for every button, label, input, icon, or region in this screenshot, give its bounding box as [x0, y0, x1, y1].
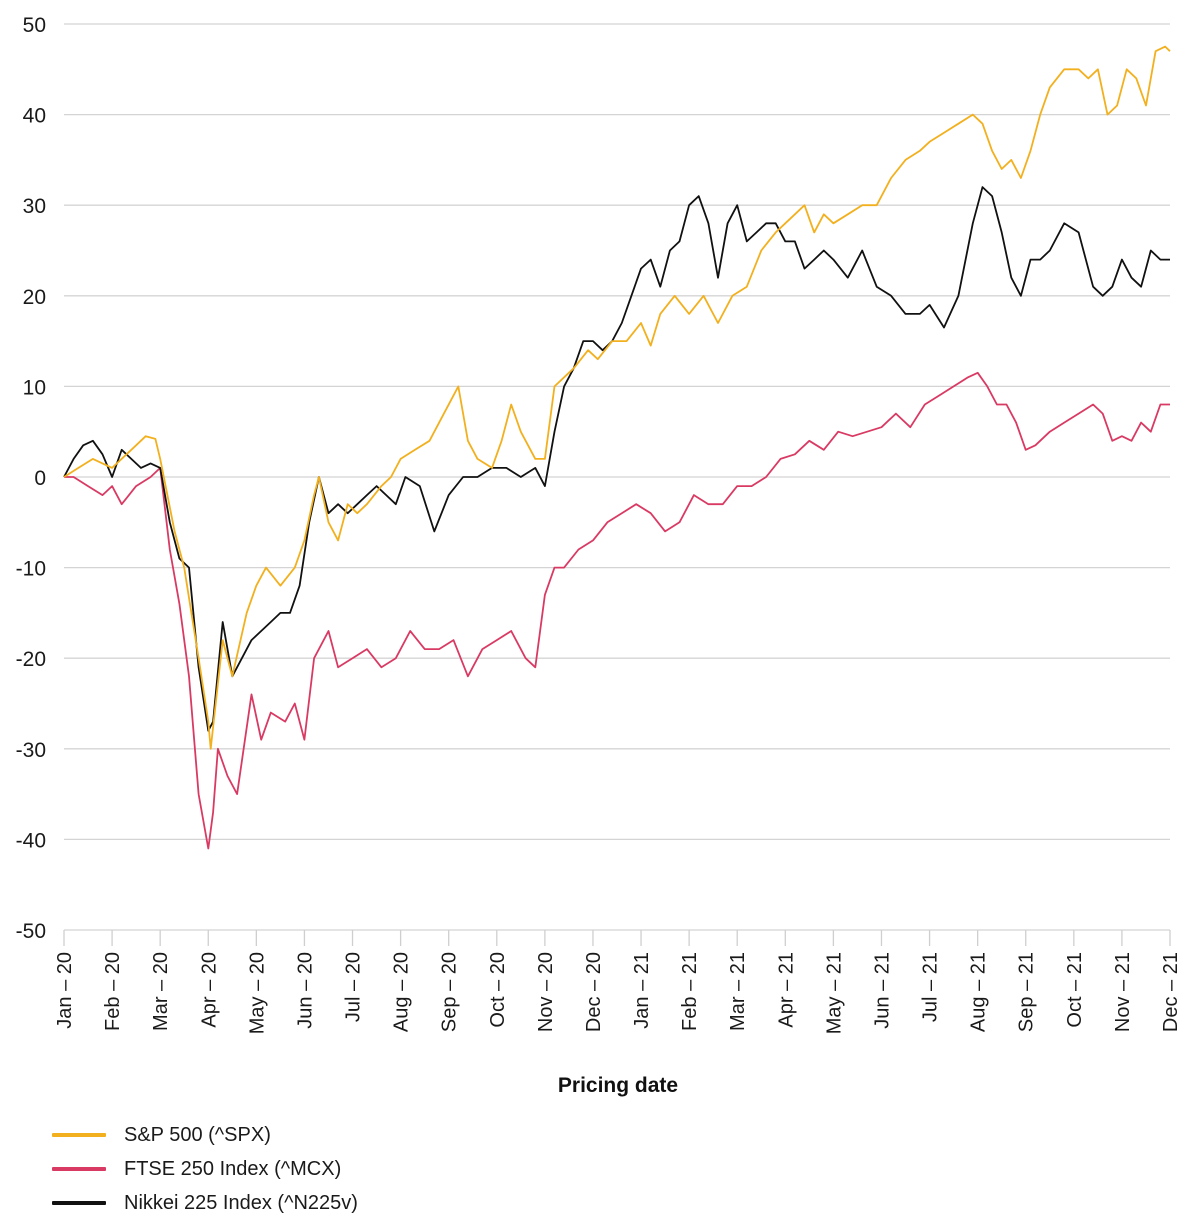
y-axis-ticks: 50 40 30 20 10 0 -10 -20 -30 -40 -50 — [16, 14, 46, 943]
y-tick-label: 0 — [34, 467, 46, 490]
y-tick-label: -30 — [16, 739, 46, 762]
legend-item-n225: Nikkei 225 Index (^N225v) — [52, 1186, 358, 1220]
y-tick-label: -10 — [16, 558, 46, 581]
x-tick-label: Nov – 21 — [1112, 952, 1134, 1032]
y-tick-label: -50 — [16, 920, 46, 943]
x-tick-label: Mar – 21 — [727, 952, 749, 1031]
x-tick-label: Sep – 21 — [1016, 952, 1038, 1032]
x-axis: Jan – 20 Feb – 20 Mar – 20 Apr – 20 May – 20… — [54, 930, 1182, 1034]
y-tick-label: 30 — [23, 195, 46, 218]
y-tick-label: 20 — [23, 286, 46, 309]
gridlines — [64, 23, 1170, 931]
x-tick-label: Feb – 21 — [679, 952, 701, 1031]
x-tick-label: Apr – 21 — [775, 952, 797, 1028]
legend-label-spx: S&P 500 (^SPX) — [124, 1123, 271, 1146]
y-tick-label: -40 — [16, 829, 46, 852]
legend-swatch-n225 — [52, 1201, 106, 1205]
x-tick-label: Jan – 21 — [631, 952, 653, 1029]
y-tick-label: 40 — [23, 105, 46, 128]
legend-swatch-spx — [52, 1133, 106, 1137]
x-axis-label: Pricing date — [558, 1074, 678, 1097]
y-tick-label: 10 — [23, 376, 46, 399]
y-tick-label: -20 — [16, 648, 46, 671]
x-tick-label: Dec – 20 — [583, 952, 605, 1032]
y-tick-label: 50 — [23, 14, 46, 37]
legend-item-mcx: FTSE 250 Index (^MCX) — [52, 1152, 358, 1186]
x-tick-label: Sep – 20 — [439, 952, 461, 1032]
x-tick-label: Oct – 20 — [487, 952, 509, 1028]
x-tick-label: Feb – 20 — [102, 952, 124, 1031]
x-tick-label: Aug – 21 — [968, 952, 990, 1032]
x-tick-label: Jun – 21 — [871, 952, 893, 1029]
x-tick-label: Dec – 21 — [1160, 952, 1182, 1032]
series-lines — [63, 45, 1171, 850]
legend: S&P 500 (^SPX) FTSE 250 Index (^MCX) Nik… — [52, 1118, 358, 1220]
series-line-2 — [63, 186, 1170, 732]
x-tick-label: Mar – 20 — [150, 952, 172, 1031]
x-tick-label: Aug – 20 — [391, 952, 413, 1032]
x-tick-label: May – 21 — [823, 952, 845, 1034]
x-tick-label: Nov – 20 — [535, 952, 557, 1032]
series-line-0 — [63, 45, 1171, 750]
legend-label-mcx: FTSE 250 Index (^MCX) — [124, 1157, 342, 1180]
x-tick-label: Jun – 20 — [294, 952, 316, 1029]
x-tick-label: Jan – 20 — [54, 952, 76, 1029]
x-tick-label: Jul – 21 — [920, 952, 942, 1022]
x-tick-label: Oct – 21 — [1064, 952, 1086, 1028]
legend-swatch-mcx — [52, 1167, 106, 1171]
legend-label-n225: Nikkei 225 Index (^N225v) — [124, 1191, 358, 1214]
x-tick-label: Apr – 20 — [198, 952, 220, 1028]
line-chart: 50 40 30 20 10 0 -10 -20 -30 -40 -50 Jan – 20 Feb –… — [16, 14, 1182, 1097]
x-tick-label: Jul – 20 — [343, 952, 365, 1022]
x-tick-label: May – 20 — [246, 952, 268, 1034]
series-line-1 — [64, 371, 1170, 850]
legend-item-spx: S&P 500 (^SPX) — [52, 1118, 358, 1152]
